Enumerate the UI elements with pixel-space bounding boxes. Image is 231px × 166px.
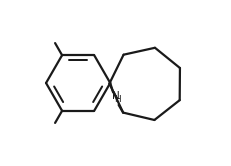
Text: N: N [112,91,119,101]
Text: H: H [113,95,120,104]
